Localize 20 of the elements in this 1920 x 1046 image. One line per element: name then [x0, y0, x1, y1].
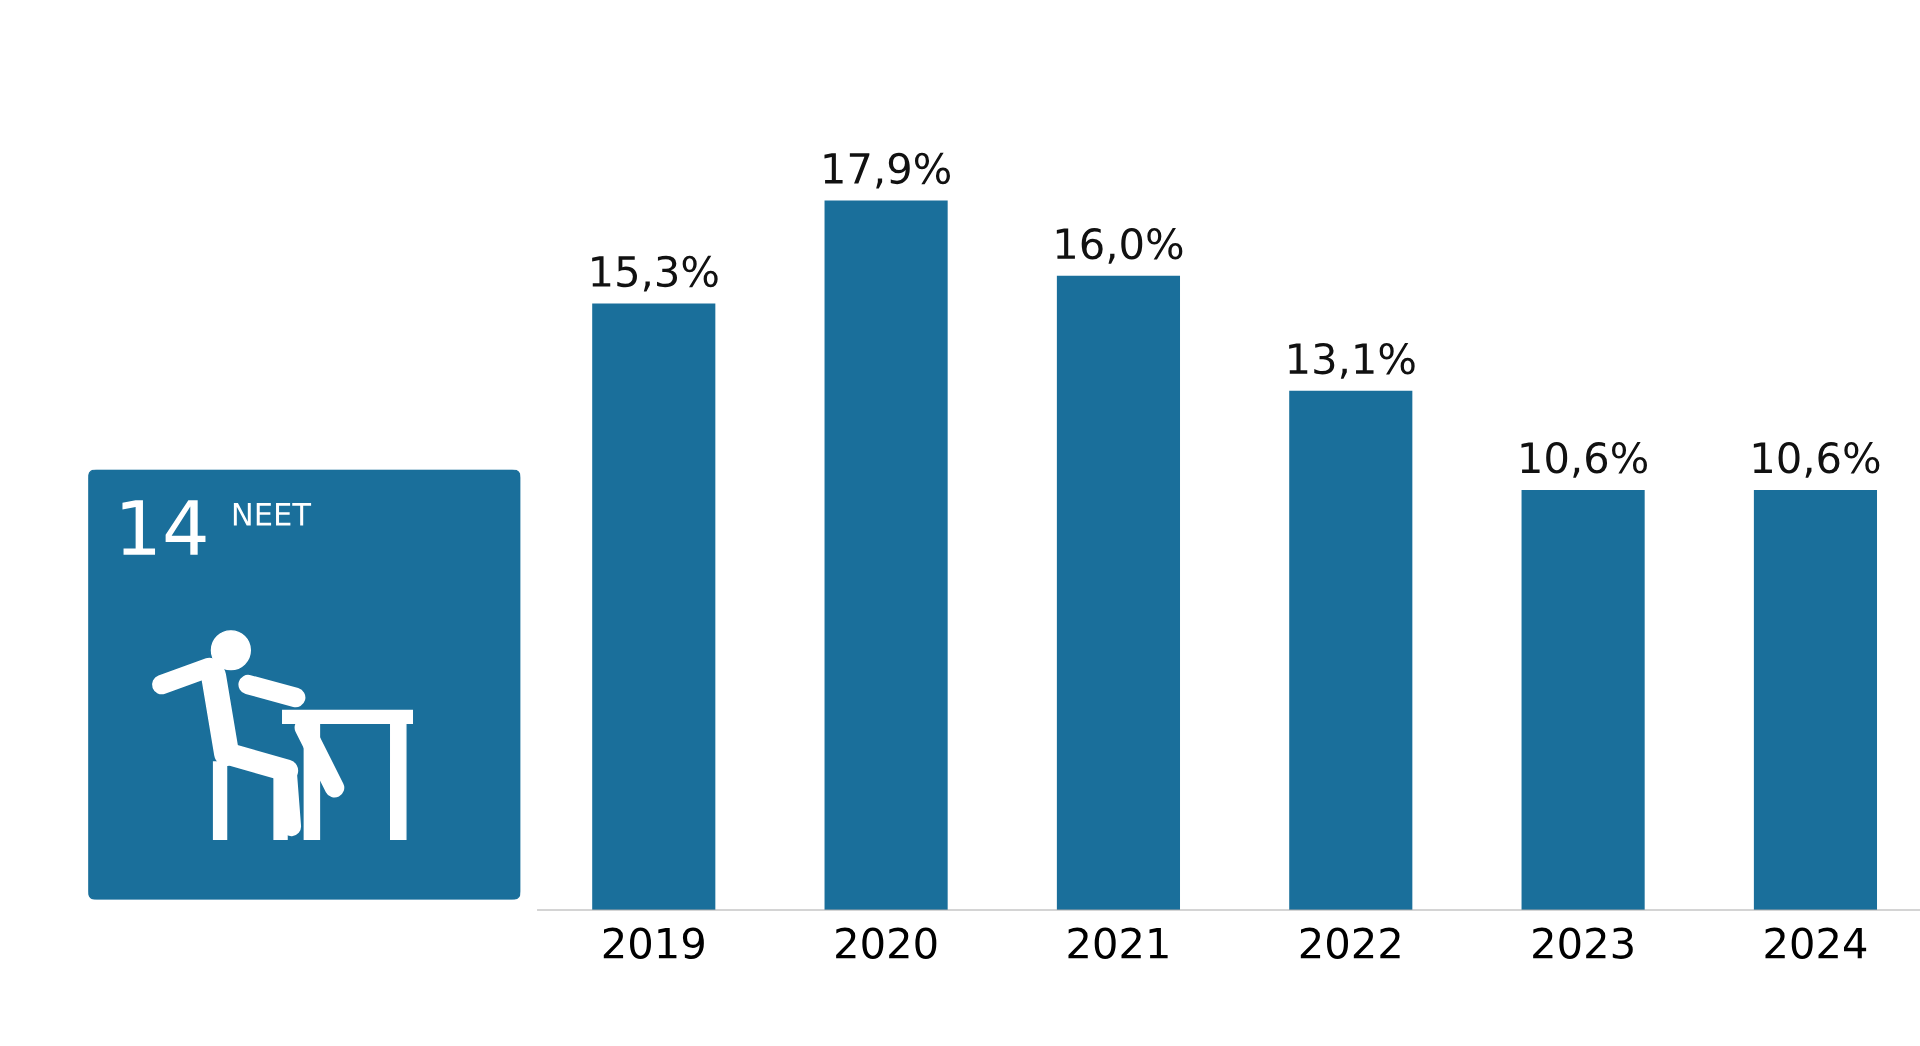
- x-tick-label: 2022: [1300, 927, 1400, 959]
- x-tick-label: 2021: [1068, 927, 1168, 959]
- x-tick-label: 2023: [1533, 927, 1633, 959]
- data-label: 16,0%: [1056, 227, 1183, 264]
- x-tick-label: 2024: [1765, 927, 1867, 959]
- bar: [1521, 489, 1645, 911]
- data-label: 15,3%: [592, 255, 718, 292]
- bar: [1289, 390, 1413, 911]
- bar: [1056, 275, 1181, 911]
- text: 14: [122, 500, 206, 555]
- data-label: 10,6%: [1753, 441, 1880, 478]
- bar: [1753, 489, 1878, 911]
- data-label: 13,1%: [1289, 342, 1415, 379]
- data-label: 10,6%: [1521, 441, 1647, 478]
- bar: [824, 200, 948, 911]
- bar: [592, 303, 716, 911]
- x-tick-label: 2020: [836, 927, 937, 959]
- text: NEET: [233, 503, 312, 526]
- x-tick-label: 2019: [603, 927, 704, 959]
- data-label: 17,9%: [824, 152, 950, 189]
